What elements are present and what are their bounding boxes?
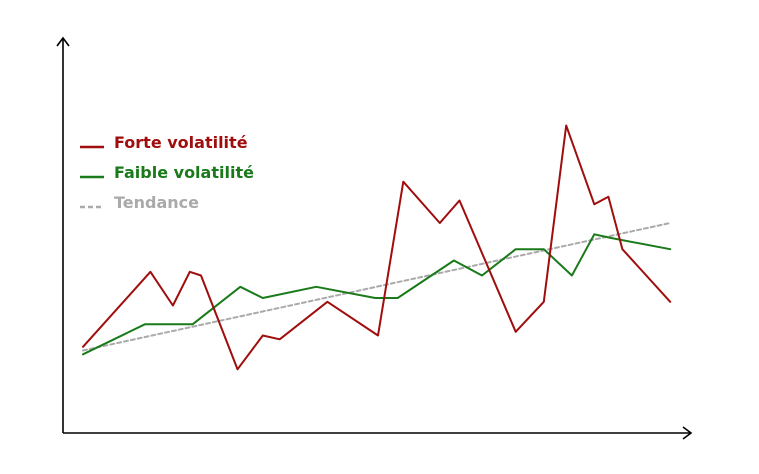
series-0 [82, 124, 672, 371]
axes [56, 36, 693, 440]
series-layer [82, 124, 672, 371]
series-line-2 [82, 222, 672, 352]
legend-item-0: Forte volatilité [80, 133, 248, 152]
legend-item-1: Faible volatilité [80, 163, 254, 182]
legend-item-2: Tendance [80, 193, 199, 212]
series-2 [82, 222, 672, 352]
series-line-1 [82, 233, 672, 356]
series-line-0 [82, 124, 672, 371]
legend: Forte volatilité Faible volatilité Tendanc… [80, 133, 254, 212]
y-axis-arrow [56, 36, 70, 47]
legend-label-1: Faible volatilité [114, 163, 254, 182]
legend-label-2: Tendance [114, 193, 199, 212]
x-axis-arrow [682, 426, 693, 440]
series-1 [82, 233, 672, 356]
legend-label-0: Forte volatilité [114, 133, 248, 152]
